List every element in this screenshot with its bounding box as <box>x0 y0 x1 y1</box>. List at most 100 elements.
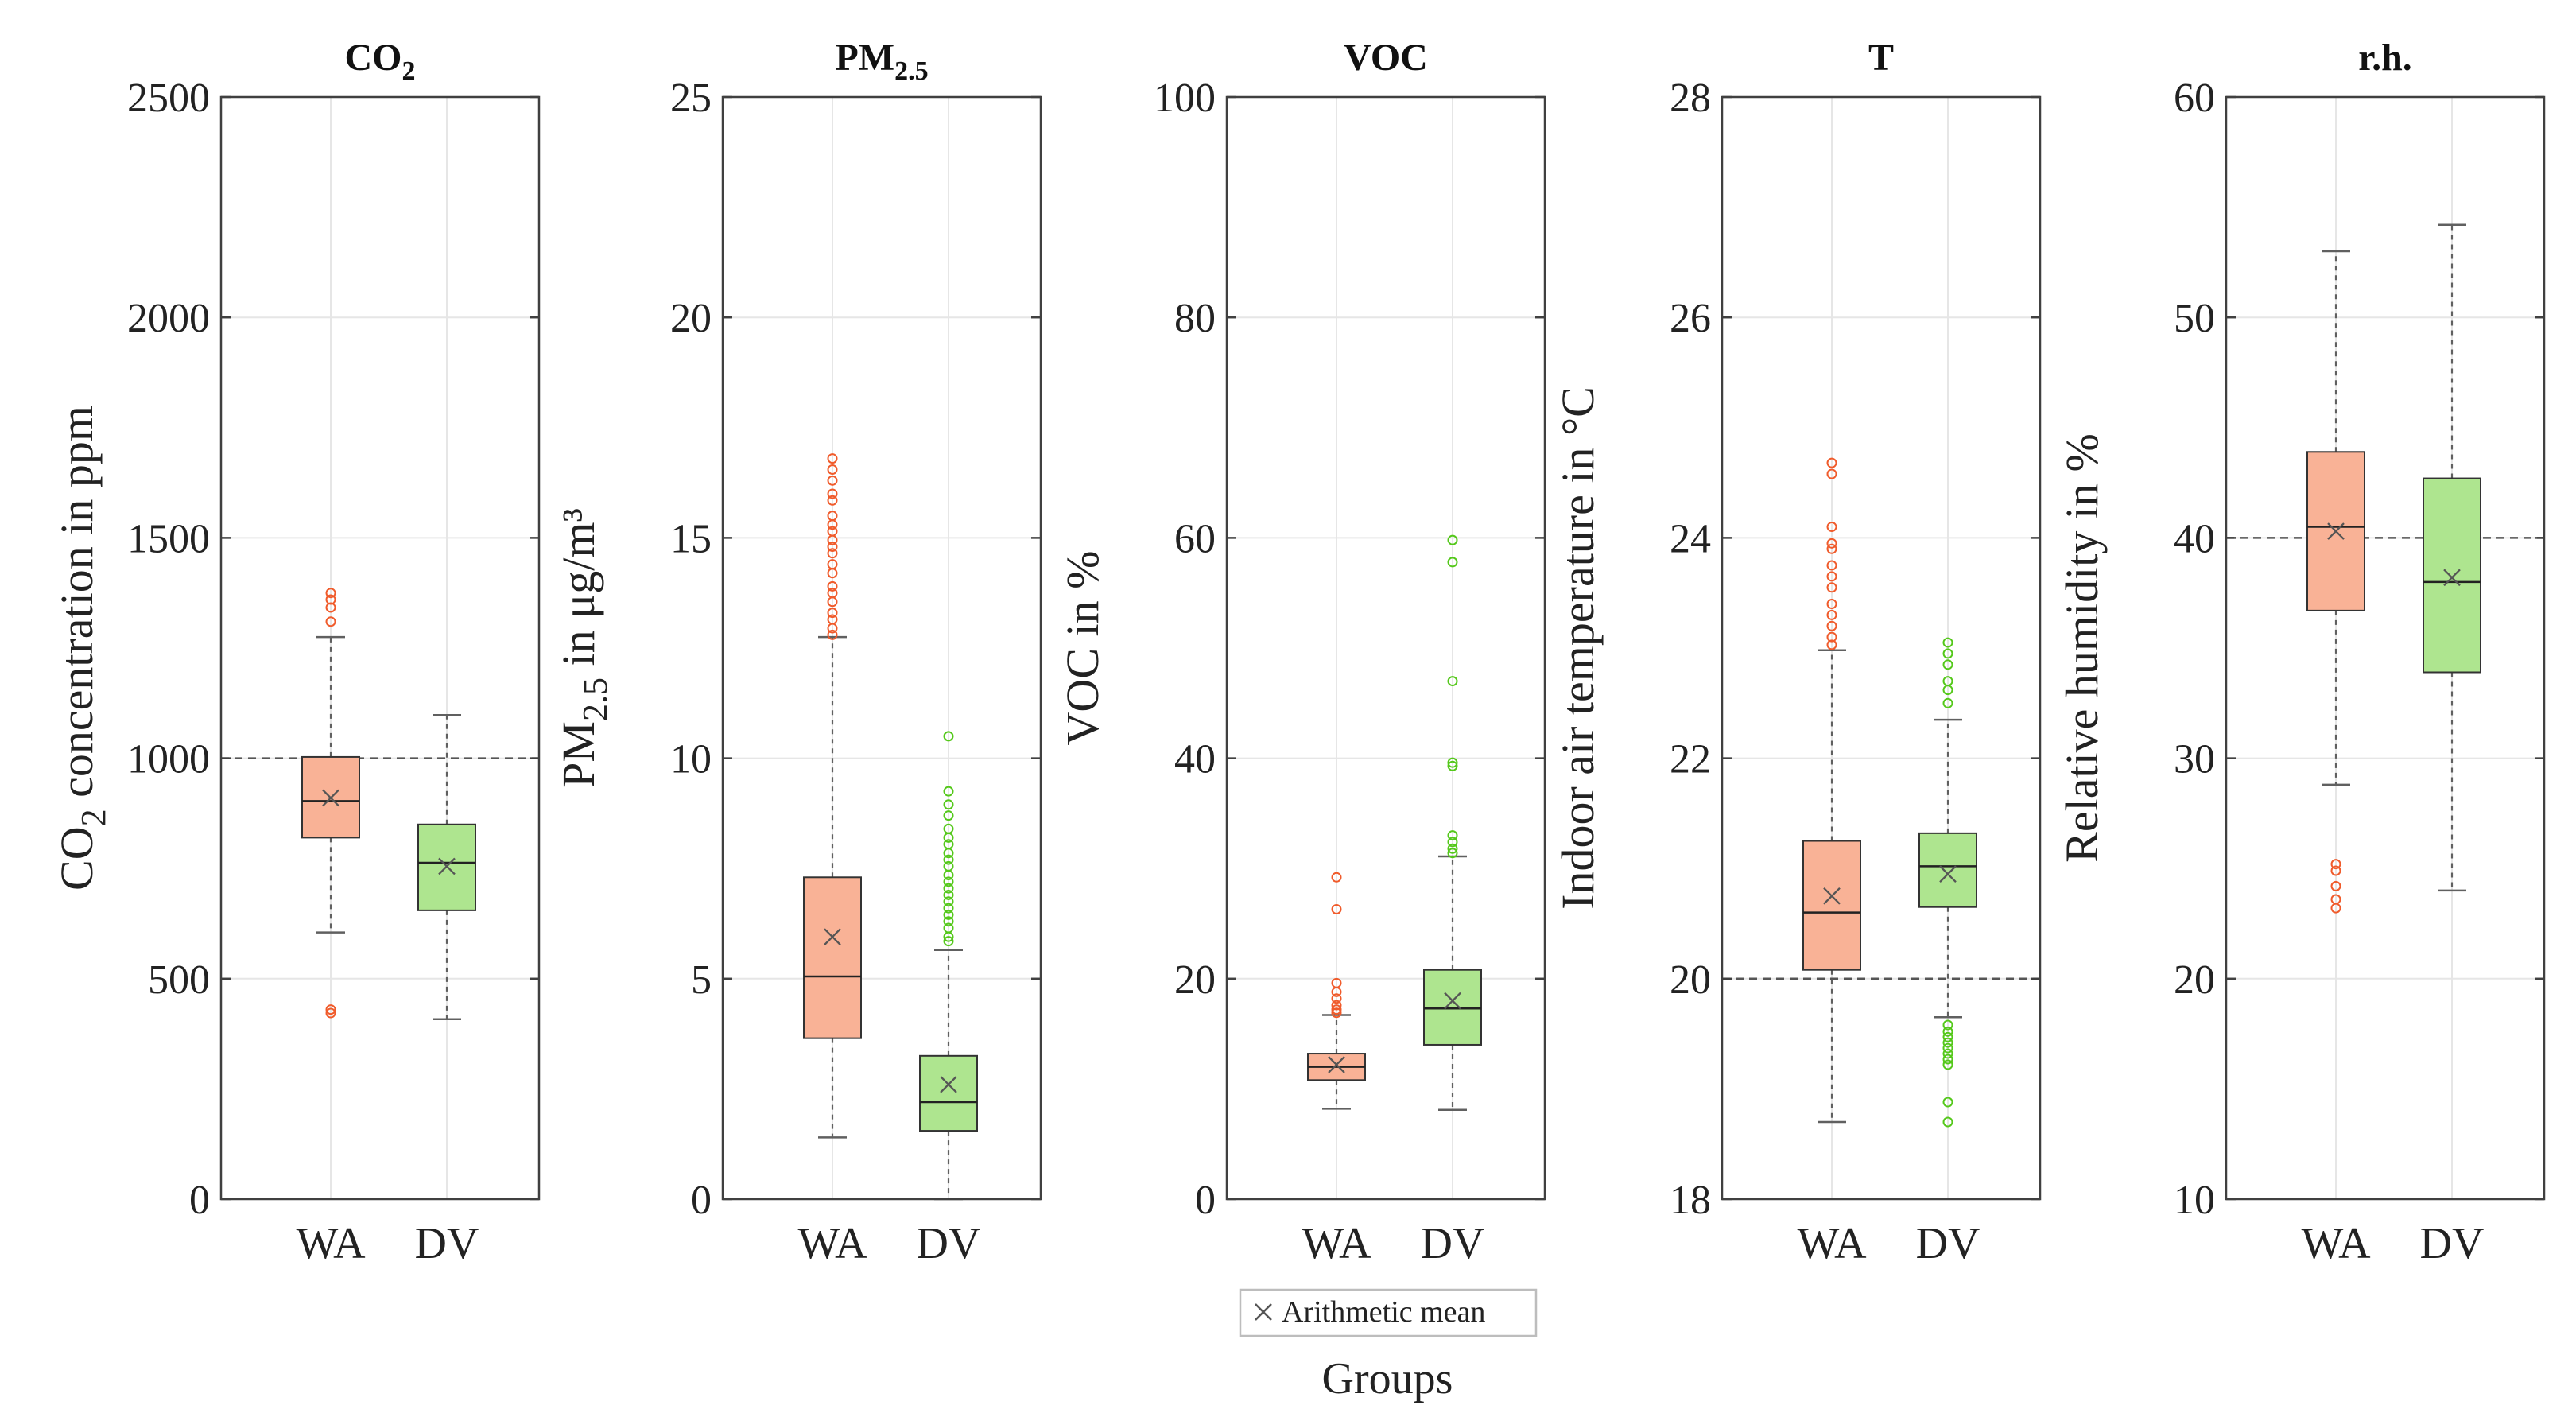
outlier-point <box>1942 1026 1953 1037</box>
chart-panel-4: 18 20 22 24 26 28 WA DV T Indoor air temperature … <box>1552 37 2042 1268</box>
plot-area <box>1722 97 2040 1199</box>
x-tick-label: DV <box>917 1219 981 1268</box>
mean-marker <box>322 789 339 807</box>
axes-frame <box>2225 95 2546 1201</box>
outlier-point <box>1826 560 1837 571</box>
y-tick-label: 60 <box>2174 76 2215 121</box>
outlier-point <box>1942 648 1953 659</box>
box-iqr <box>1918 832 1977 908</box>
outlier-point <box>1331 1007 1342 1019</box>
outlier-point <box>827 608 838 619</box>
x-tick-label: DV <box>2420 1219 2485 1268</box>
axes-frame <box>1225 95 1546 1201</box>
box-group-wa <box>2306 250 2365 914</box>
x-tick-label: DV <box>415 1219 479 1268</box>
outlier-point <box>827 453 838 464</box>
outlier-point <box>827 596 838 608</box>
outlier-point <box>1826 543 1837 554</box>
outlier-point <box>1447 534 1458 545</box>
x-tick-label: WA <box>1797 1219 1867 1268</box>
outlier-point <box>1942 685 1953 696</box>
outlier-point <box>943 810 954 821</box>
y-tick-label: 1000 <box>127 737 210 782</box>
y-tick-label: 22 <box>1670 737 1711 782</box>
plot-area <box>1227 97 1545 1199</box>
x-axis-label: Groups <box>1322 1354 1453 1403</box>
outlier-point <box>943 883 954 894</box>
y-tick-label: 20 <box>2174 957 2215 1003</box>
outlier-point <box>943 889 954 900</box>
outlier-point <box>1447 557 1458 568</box>
y-tick-label: 20 <box>1174 957 1216 1003</box>
outlier-point <box>1331 993 1342 1004</box>
y-tick-label: 15 <box>670 516 712 561</box>
outlier-point <box>943 848 954 859</box>
y-tick-label: 40 <box>2174 516 2215 561</box>
y-axis-label: Relative humidity in % <box>2056 433 2108 863</box>
mean-marker <box>1444 992 1461 1010</box>
outlier-point <box>827 519 838 530</box>
x-tick-label: WA <box>797 1219 867 1268</box>
chart-panel-3: 0 20 40 60 80 100 WA DV VOC VOC in % <box>1057 37 1546 1268</box>
y-tick-label: 24 <box>1670 516 1711 561</box>
mean-marker <box>940 1076 957 1093</box>
y-axis-label: Indoor air temperature in °C <box>1552 386 1604 910</box>
outlier-point <box>1942 1042 1953 1054</box>
outlier-point <box>943 870 954 881</box>
outlier-point <box>1826 620 1837 631</box>
outlier-point <box>1447 848 1458 859</box>
outlier-point <box>1447 676 1458 687</box>
chart-title: VOC <box>1344 37 1428 79</box>
outlier-point <box>325 588 336 599</box>
outlier-point <box>1826 639 1837 650</box>
outlier-point <box>1331 903 1342 914</box>
legend: Arithmetic mean <box>1239 1288 1538 1337</box>
outlier-point <box>943 832 954 843</box>
outlier-point <box>2330 880 2341 891</box>
outlier-point <box>827 629 838 640</box>
outlier-point <box>943 916 954 927</box>
outlier-point <box>1942 1054 1953 1065</box>
outlier-point <box>943 799 954 810</box>
legend-box <box>1239 1288 1538 1337</box>
axes-frame <box>1721 95 2042 1201</box>
y-tick-label: 1500 <box>127 516 210 561</box>
outlier-point <box>827 534 838 545</box>
outlier-point <box>1942 1116 1953 1128</box>
mean-marker <box>1939 865 1957 883</box>
y-tick-label: 60 <box>1174 516 1216 561</box>
outlier-point <box>827 464 838 475</box>
outlier-point <box>1826 609 1837 620</box>
y-tick-label: 80 <box>1174 296 1216 341</box>
outlier-point <box>2330 903 2341 914</box>
plot-area <box>723 97 1041 1199</box>
axes-frame <box>721 95 1042 1201</box>
plot-area <box>221 97 539 1199</box>
chart-title: PM2.5 <box>835 37 928 86</box>
plot-area <box>2226 97 2544 1199</box>
box-group-dv <box>1423 534 1482 1111</box>
outlier-point <box>943 931 954 942</box>
outlier-point <box>827 580 838 592</box>
outlier-point <box>2330 865 2341 876</box>
outlier-point <box>943 876 954 887</box>
box-group-wa <box>301 588 360 1019</box>
box-group-wa <box>1802 457 1861 1124</box>
y-tick-label: 20 <box>670 296 712 341</box>
legend-label: Arithmetic mean <box>1282 1295 1485 1329</box>
outlier-point <box>827 495 838 506</box>
y-tick-label: 500 <box>148 957 210 1003</box>
outlier-point <box>943 731 954 742</box>
outlier-point <box>1826 457 1837 468</box>
box-group-dv <box>1918 637 1977 1128</box>
outlier-point <box>1942 1097 1953 1108</box>
y-tick-label: 10 <box>670 737 712 782</box>
outlier-point <box>1942 1048 1953 1059</box>
chart-title: T <box>1868 37 1894 79</box>
y-tick-label: 28 <box>1670 76 1711 121</box>
box-iqr <box>1423 969 1482 1046</box>
outlier-point <box>1826 599 1837 610</box>
mean-marker <box>1328 1056 1345 1073</box>
y-tick-label: 2500 <box>127 76 210 121</box>
outlier-point <box>827 623 838 634</box>
